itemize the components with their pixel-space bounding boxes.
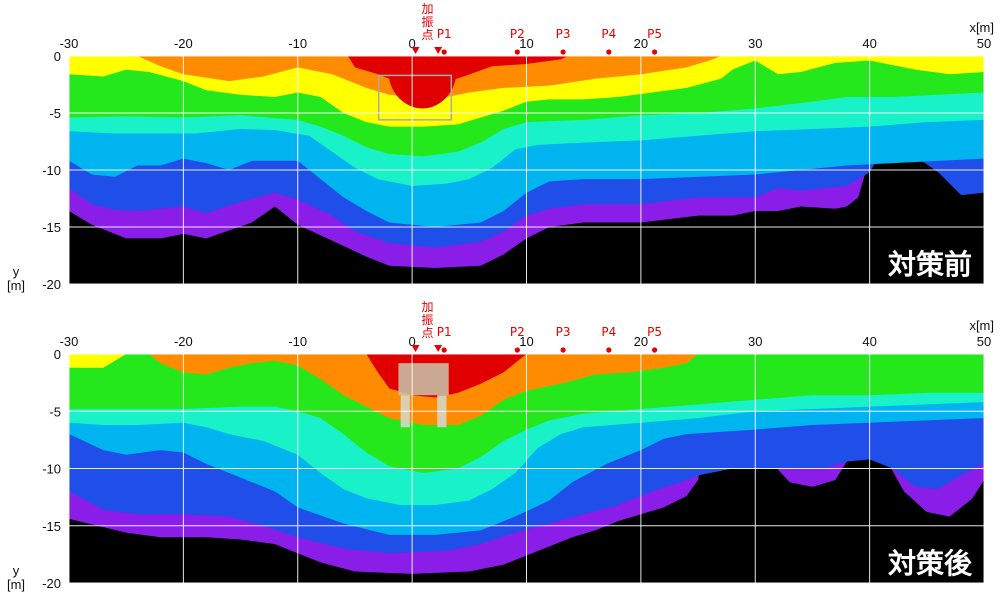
excitation-marker-right bbox=[434, 47, 443, 54]
measurement-point-dot bbox=[606, 49, 612, 55]
y-tick-label: -5 bbox=[49, 404, 61, 419]
measurement-point-label: P2 bbox=[510, 325, 525, 339]
x-tick-label: 50 bbox=[977, 36, 991, 51]
measurement-point-dot bbox=[441, 347, 447, 353]
y-tick-label: 0 bbox=[54, 49, 61, 64]
excitation-marker bbox=[411, 47, 420, 54]
excitation-label-char: 点 bbox=[422, 326, 434, 340]
excitation-label-char: 加 bbox=[422, 300, 434, 314]
y-axis-label: y [m] bbox=[7, 264, 25, 293]
y-tick-label: -20 bbox=[42, 277, 61, 292]
measurement-point-label: P3 bbox=[556, 325, 571, 339]
y-tick-label: -10 bbox=[42, 462, 61, 477]
measurement-point-dot bbox=[560, 347, 566, 353]
measurement-point-label: P5 bbox=[647, 325, 662, 339]
excitation-marker-right bbox=[434, 345, 443, 352]
y-tick-label: 0 bbox=[54, 347, 61, 362]
x-tick-label: -10 bbox=[288, 334, 307, 349]
chart-panel-1: -30 -20 -10 0 10 20 30 40 50 0 -5 -10 -15 -20 x[m] y [m]… bbox=[7, 300, 994, 592]
y-axis-label: y [m] bbox=[7, 563, 25, 592]
y-axis-label-line: [m] bbox=[7, 577, 25, 592]
excitation-marker bbox=[411, 345, 420, 352]
x-tick-label: -30 bbox=[60, 36, 79, 51]
excitation-label-char: 点 bbox=[422, 28, 434, 42]
x-axis-label: x[m] bbox=[969, 20, 994, 35]
peak-response-zone bbox=[388, 56, 457, 109]
measurement-point-dot bbox=[652, 347, 658, 353]
excitation-label-char: 加 bbox=[422, 2, 434, 16]
y-axis-label-line: [m] bbox=[7, 278, 25, 293]
excitation-point-label: 加振点 bbox=[422, 300, 434, 340]
x-tick-label: 10 bbox=[519, 334, 533, 349]
measurement-point-label: P1 bbox=[437, 27, 452, 41]
x-tick-label: -20 bbox=[174, 334, 193, 349]
excitation-label-char: 振 bbox=[422, 313, 434, 327]
measurement-point-dot bbox=[560, 49, 566, 55]
y-tick-label: -15 bbox=[42, 220, 61, 235]
measurement-point-label: P1 bbox=[437, 325, 452, 339]
foundation-outline bbox=[377, 74, 453, 121]
x-tick-label: 20 bbox=[634, 334, 648, 349]
panel-title: 対策前 bbox=[888, 248, 972, 281]
x-tick-label: 40 bbox=[862, 36, 876, 51]
x-tick-label: 30 bbox=[748, 334, 762, 349]
measurement-point-dot bbox=[514, 49, 520, 55]
y-tick-label: -15 bbox=[42, 519, 61, 534]
measurement-point-dot bbox=[441, 49, 447, 55]
x-tick-label: 0 bbox=[409, 36, 416, 51]
x-tick-label: -10 bbox=[288, 36, 307, 51]
y-axis-label-line: y bbox=[13, 264, 20, 279]
measurement-point-dot bbox=[514, 347, 520, 353]
panel-title: 対策後 bbox=[888, 547, 973, 580]
y-tick-label: -5 bbox=[49, 106, 61, 121]
excitation-label-char: 振 bbox=[422, 15, 434, 29]
measurement-point-dot bbox=[652, 49, 658, 55]
excitation-point-label: 加振点 bbox=[422, 2, 434, 42]
measurement-point-dot bbox=[606, 347, 612, 353]
x-tick-label: -30 bbox=[60, 334, 79, 349]
x-tick-label: 10 bbox=[519, 36, 533, 51]
x-tick-label: 0 bbox=[409, 334, 416, 349]
y-axis-label-line: y bbox=[13, 563, 20, 578]
x-axis-label: x[m] bbox=[969, 318, 994, 333]
plot-area bbox=[69, 56, 984, 284]
measurement-point-label: P5 bbox=[647, 27, 662, 41]
measurement-point-label: P2 bbox=[510, 27, 525, 41]
countermeasure-block bbox=[398, 363, 449, 396]
x-tick-label: -20 bbox=[174, 36, 193, 51]
measurement-point-label: P3 bbox=[556, 27, 571, 41]
x-tick-label: 30 bbox=[748, 36, 762, 51]
y-tick-label: -10 bbox=[42, 163, 61, 178]
chart-panel-0: -30 -20 -10 0 10 20 30 40 50 0 -5 -10 -15 -20 x[m] y [m]… bbox=[7, 2, 994, 293]
measurement-point-label: P4 bbox=[601, 27, 616, 41]
x-tick-label: 40 bbox=[862, 334, 876, 349]
x-tick-label: 50 bbox=[977, 334, 991, 349]
plot-area bbox=[69, 354, 984, 583]
y-tick-label: -20 bbox=[42, 576, 61, 591]
measurement-point-label: P4 bbox=[601, 325, 616, 339]
x-tick-label: 20 bbox=[634, 36, 648, 51]
